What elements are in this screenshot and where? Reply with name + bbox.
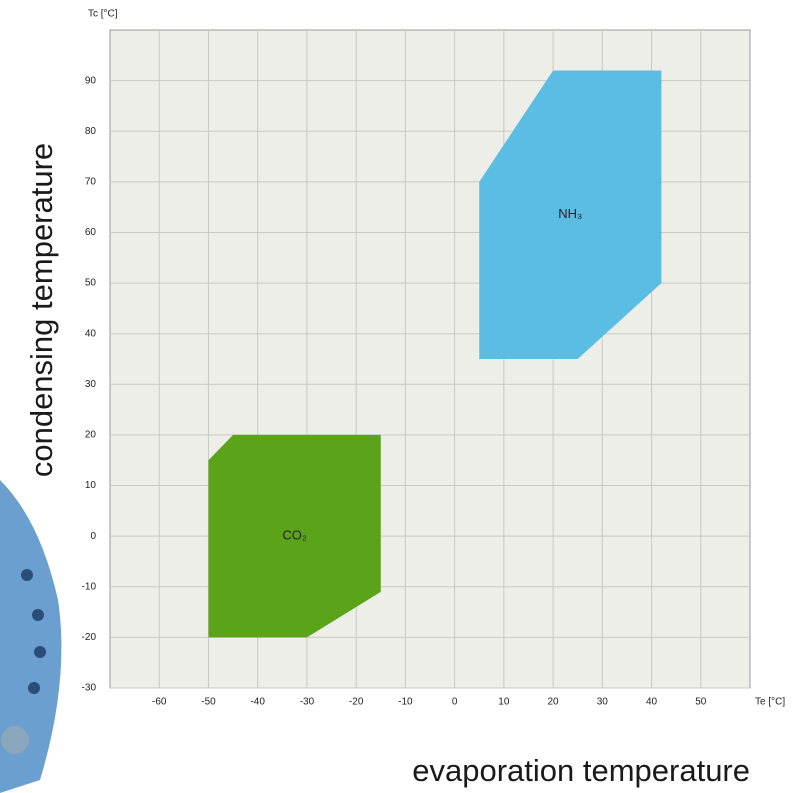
x-tick-label: -10 bbox=[398, 697, 413, 708]
y-tick-label: 20 bbox=[85, 430, 97, 441]
x-tick-label: -40 bbox=[250, 697, 265, 708]
y-tick-label: 40 bbox=[85, 328, 97, 339]
x-tick-label: -60 bbox=[152, 697, 167, 708]
x-tick-label: 0 bbox=[452, 697, 458, 708]
y-tick-label: -30 bbox=[82, 683, 97, 694]
x-tick-label: 10 bbox=[498, 697, 510, 708]
photo-decoration bbox=[0, 480, 61, 793]
region-label: CO₂ bbox=[282, 528, 307, 543]
y-tick-label: 70 bbox=[85, 176, 97, 187]
y-tick-label: 10 bbox=[85, 480, 97, 491]
y-tick-label: 80 bbox=[85, 126, 97, 137]
y-tick-label: 0 bbox=[90, 531, 96, 542]
region-label: NH₃ bbox=[558, 206, 582, 221]
y-tick-label: -20 bbox=[82, 632, 97, 643]
y-tick-label: 30 bbox=[85, 379, 97, 390]
x-tick-label: -50 bbox=[201, 697, 216, 708]
x-tick-label: 50 bbox=[695, 697, 707, 708]
x-tick-label: 30 bbox=[597, 697, 609, 708]
page: CO₂ NH₃ Tc [°C] Te [°C] evaporation tempe… bbox=[0, 0, 793, 793]
x-tick-label: 40 bbox=[646, 697, 658, 708]
x-axis-title: evaporation temperature bbox=[412, 753, 750, 788]
x-axis-label: Te [°C] bbox=[755, 697, 785, 708]
y-tick-label: -10 bbox=[82, 581, 97, 592]
y-axis-label: Tc [°C] bbox=[88, 9, 118, 20]
y-tick-label: 60 bbox=[85, 227, 97, 238]
y-axis-title: condensing temperature bbox=[24, 143, 59, 477]
x-tick-label: -20 bbox=[349, 697, 364, 708]
chart: CO₂ NH₃ Tc [°C] Te [°C] evaporation tempe… bbox=[0, 0, 793, 793]
y-tick-label: 50 bbox=[85, 278, 97, 289]
x-tick-label: -30 bbox=[300, 697, 315, 708]
x-tick-label: 20 bbox=[548, 697, 560, 708]
y-tick-label: 90 bbox=[85, 75, 97, 86]
